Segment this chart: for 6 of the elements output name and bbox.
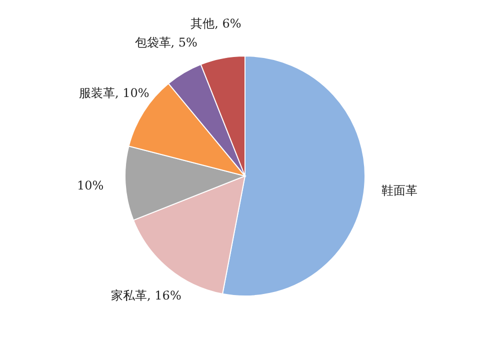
slice-label: 服装革, 10% (78, 86, 150, 100)
data-label: 10% (76, 178, 104, 193)
slice-label: 家私革, 16% (111, 288, 182, 302)
slice-label: 其他, 6% (190, 16, 242, 31)
slice-label: 鞋面革 (381, 184, 418, 198)
slice-label: 包袋革, 5% (134, 36, 198, 50)
